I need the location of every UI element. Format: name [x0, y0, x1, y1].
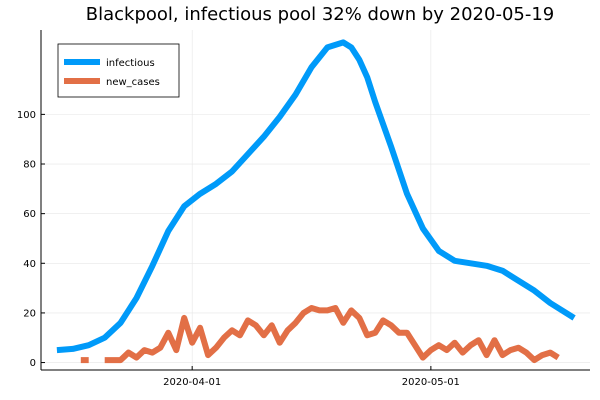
legend-label-new-cases: new_cases: [106, 77, 160, 88]
x-tick-label: 2020-05-01: [402, 377, 460, 388]
y-tick-label: 80: [23, 160, 36, 171]
legend-label-infectious: infectious: [106, 58, 155, 69]
chart-title: Blackpool, infectious pool 32% down by 2…: [86, 4, 555, 25]
grid-lines: [41, 30, 590, 370]
legend: infectious new_cases: [57, 43, 180, 98]
series-line-infectious: [56, 39, 576, 354]
y-tick-label: 60: [23, 209, 36, 220]
y-tick-label: 100: [17, 110, 36, 121]
y-tick-label: 0: [30, 358, 36, 369]
x-tick-label: 2020-04-01: [163, 377, 221, 388]
y-tick-label: 20: [23, 308, 36, 319]
x-axis-ticks: 2020-04-01 2020-05-01: [163, 366, 460, 388]
legend-box: [57, 43, 180, 98]
series-lines: [56, 39, 576, 364]
y-axis-ticks: 0 20 40 60 80 100: [17, 110, 45, 369]
series-line-new-cases: [104, 305, 560, 364]
y-tick-label: 40: [23, 259, 36, 270]
